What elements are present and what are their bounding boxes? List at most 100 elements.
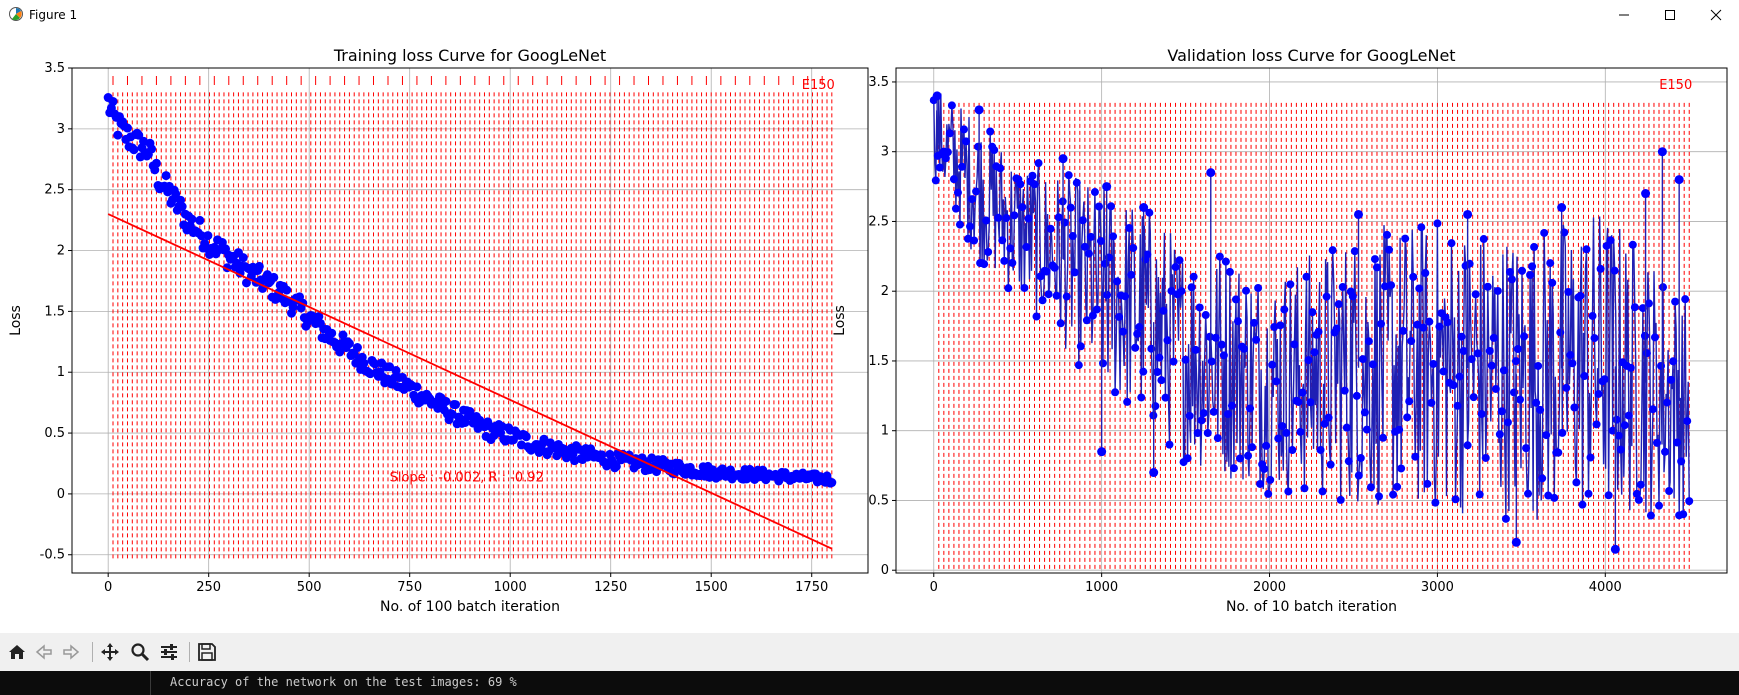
validation-line <box>933 93 1690 520</box>
data-point <box>1298 388 1307 397</box>
y-tick-label: 1.5 <box>868 354 889 369</box>
data-point <box>1459 347 1468 356</box>
figure-canvas[interactable]: E150 Slope : -0.002, R : -0.92 0 250 500 750 1… <box>0 30 1739 630</box>
zoom-button[interactable] <box>128 640 152 664</box>
data-point <box>996 164 1005 173</box>
data-point <box>1439 367 1448 376</box>
data-point <box>1064 171 1073 180</box>
data-point <box>1006 244 1015 253</box>
data-point <box>1344 457 1353 466</box>
epoch-label-e150: E150 <box>802 78 835 93</box>
y-tick-label: 0 <box>881 563 889 578</box>
data-point <box>998 236 1007 245</box>
spike-point <box>1102 182 1112 192</box>
data-point <box>171 189 181 199</box>
data-point <box>1409 272 1418 281</box>
data-point <box>1231 295 1240 304</box>
data-point <box>1219 351 1228 360</box>
data-point <box>1066 203 1075 212</box>
data-point <box>1187 283 1196 292</box>
data-point <box>1594 389 1603 398</box>
data-point <box>1471 290 1480 299</box>
x-axis-label: No. of 100 batch iteration <box>380 599 560 615</box>
data-point <box>1453 401 1462 410</box>
data-point <box>1135 323 1144 332</box>
chart-title: Training loss Curve for GoogLeNet <box>333 46 606 65</box>
x-tick-label: 0 <box>930 580 938 595</box>
data-point <box>1268 360 1277 369</box>
console-gutter <box>150 671 151 695</box>
save-button[interactable] <box>195 640 219 664</box>
data-point <box>1328 246 1337 255</box>
data-point <box>1540 228 1549 237</box>
spike-point <box>1610 544 1620 554</box>
data-point <box>959 125 968 134</box>
data-point <box>1205 332 1214 341</box>
data-point <box>1413 320 1422 329</box>
data-point <box>1671 297 1680 306</box>
data-point <box>1624 411 1633 420</box>
data-point <box>1634 495 1643 504</box>
data-point <box>1193 429 1202 438</box>
y-axis-label: Loss <box>832 305 848 336</box>
data-point <box>1302 272 1311 281</box>
forward-button[interactable] <box>59 640 83 664</box>
minimize-icon <box>1619 14 1629 16</box>
data-point <box>1229 464 1238 473</box>
data-point <box>1358 355 1367 364</box>
data-point <box>1564 287 1573 296</box>
data-point <box>1256 479 1265 488</box>
data-point <box>1169 357 1178 366</box>
epoch-label-e150: E150 <box>1659 78 1692 93</box>
data-point <box>1300 484 1309 493</box>
data-point <box>1320 419 1329 428</box>
spike-point <box>1641 189 1651 199</box>
data-point <box>941 154 950 163</box>
data-point <box>1570 403 1579 412</box>
maximize-button[interactable] <box>1647 0 1693 30</box>
data-point <box>1326 460 1335 469</box>
data-point <box>412 382 422 392</box>
pan-button[interactable] <box>98 640 122 664</box>
window-title: Figure 1 <box>29 8 78 22</box>
data-point <box>254 261 264 271</box>
data-point <box>1481 453 1490 462</box>
data-point <box>1427 398 1436 407</box>
data-point <box>1296 427 1305 436</box>
data-point <box>113 130 123 140</box>
data-point <box>1050 263 1059 272</box>
data-point <box>1628 240 1637 249</box>
data-point <box>1092 305 1101 314</box>
data-point <box>1076 342 1085 351</box>
back-button[interactable] <box>32 640 56 664</box>
x-tick-label: 1500 <box>695 580 728 595</box>
minimize-button[interactable] <box>1601 0 1647 30</box>
data-point <box>1558 428 1567 437</box>
data-point <box>1240 344 1249 353</box>
configure-subplots-button[interactable] <box>157 640 181 664</box>
data-point <box>1379 433 1388 442</box>
close-button[interactable] <box>1693 0 1739 30</box>
data-point <box>1374 492 1383 501</box>
data-point <box>441 396 451 406</box>
toolbar-separator <box>189 642 190 662</box>
spike-point <box>1206 168 1216 178</box>
data-point <box>1548 278 1557 287</box>
close-icon <box>1710 9 1722 21</box>
data-point <box>1054 213 1063 222</box>
spike-point <box>1139 203 1149 213</box>
y-tick-label: 0.5 <box>44 426 65 441</box>
x-tick-label: 2000 <box>1253 580 1286 595</box>
data-point <box>1062 292 1071 301</box>
y-tick-label: 1 <box>881 424 889 439</box>
home-button[interactable] <box>5 640 29 664</box>
data-point <box>1443 318 1452 327</box>
data-point <box>1266 475 1275 484</box>
data-point <box>161 171 171 181</box>
data-point <box>1086 232 1095 241</box>
data-point <box>1383 230 1392 239</box>
data-point <box>943 148 952 157</box>
data-point <box>1385 245 1394 254</box>
data-point <box>1157 376 1166 385</box>
y-tick-label: 1 <box>57 365 65 380</box>
